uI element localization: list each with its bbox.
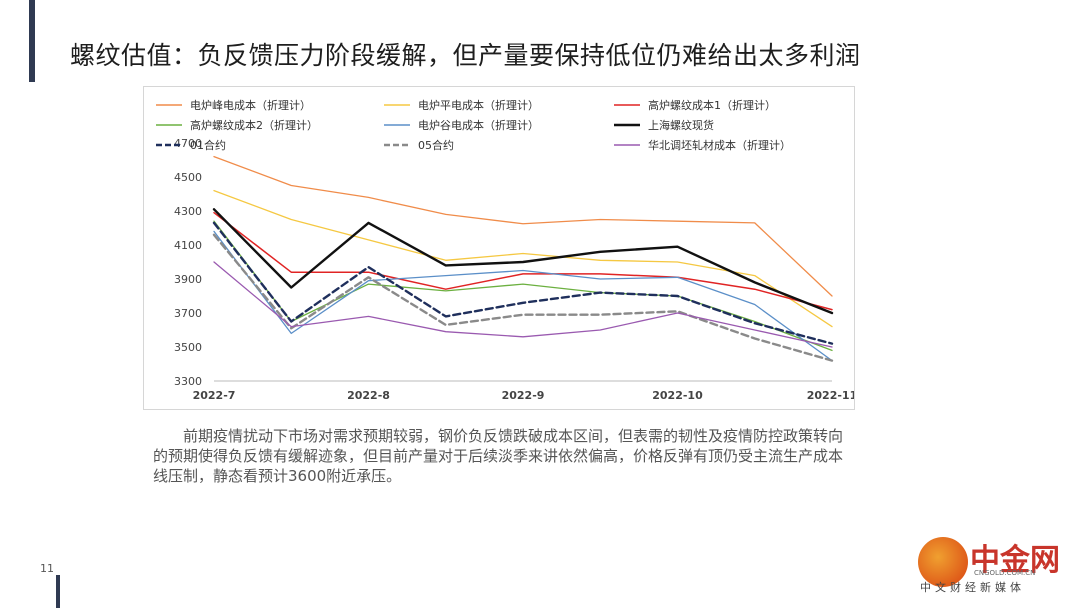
x-tick-label: 2022-9 (502, 389, 545, 402)
series-line (212, 208, 834, 315)
legend-label: 01合约 (190, 138, 226, 152)
brand-logo: 中金网 CNGOLD.COM.CN 中文财经新媒体 (918, 535, 1068, 601)
y-tick-label: 4500 (174, 171, 202, 184)
chart-panel: 3300 3500 3700 3900 4100 4300 4500 4700 2022-7 20… (143, 86, 855, 410)
title-accent-bar (29, 0, 35, 82)
logo-emblem-icon (918, 537, 968, 587)
legend-label: 上海螺纹现货 (648, 118, 714, 132)
y-tick-label: 3900 (174, 273, 202, 286)
footer-accent-bar (56, 575, 60, 608)
x-tick-label: 2022-8 (347, 389, 390, 402)
logo-url: CNGOLD.COM.CN (974, 569, 1036, 577)
series-line (213, 211, 833, 311)
x-tick-label: 2022-7 (193, 389, 236, 402)
series-line (213, 189, 833, 328)
series-line (213, 155, 833, 297)
legend-label: 电炉峰电成本（折理计） (190, 98, 311, 112)
legend-label: 华北调坯轧材成本（折理计） (648, 138, 791, 152)
series-line (213, 230, 833, 362)
series-line (213, 220, 833, 352)
page-title: 螺纹估值：负反馈压力阶段缓解，但产量要保持低位仍难给出太多利润 (70, 41, 861, 70)
x-tick-label: 2022-11 (807, 389, 854, 402)
y-tick-label: 3500 (174, 341, 202, 354)
page-number: 11 (40, 562, 54, 575)
legend-label: 电炉谷电成本（折理计） (418, 118, 539, 132)
logo-subtitle: 中文财经新媒体 (920, 581, 1025, 594)
x-tick-label: 2022-10 (652, 389, 703, 402)
line-chart: 3300 3500 3700 3900 4100 4300 4500 4700 2022-7 20… (156, 98, 854, 402)
logo-name: 中金网 (970, 543, 1060, 578)
series-line (212, 221, 834, 345)
y-tick-label: 3300 (174, 375, 202, 388)
legend-label: 电炉平电成本（折理计） (418, 98, 539, 112)
legend-label: 05合约 (418, 138, 454, 152)
series-line (213, 261, 833, 348)
y-tick-label: 4100 (174, 239, 202, 252)
y-tick-label: 4300 (174, 205, 202, 218)
legend-label: 高炉螺纹成本1（折理计） (648, 98, 776, 112)
body-paragraph: 前期疫情扰动下市场对需求预期较弱，钢价负反馈跌破成本区间，但表需的韧性及疫情防控… (153, 427, 844, 485)
y-tick-label: 3700 (174, 307, 202, 320)
legend-label: 高炉螺纹成本2（折理计） (190, 118, 318, 132)
y-tick-label: 4700 (174, 137, 202, 150)
